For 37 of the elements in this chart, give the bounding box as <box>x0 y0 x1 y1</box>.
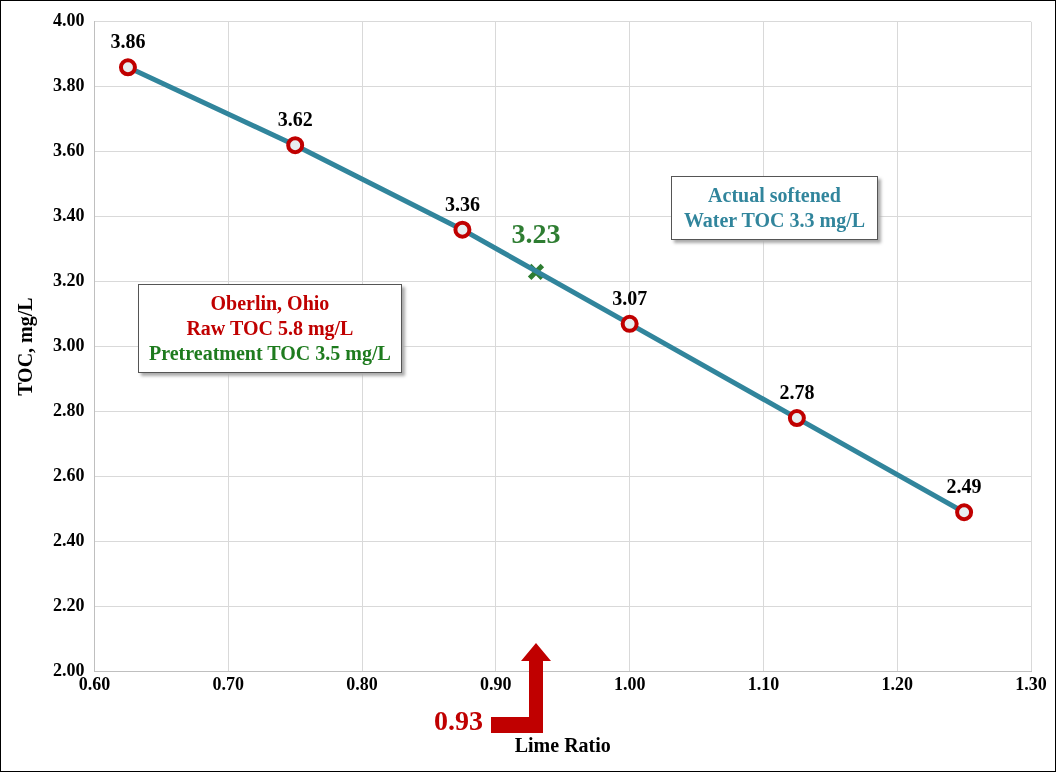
y-axis-title: TOC, mg/L <box>14 297 38 396</box>
x-axis-title: Lime Ratio <box>514 734 611 757</box>
y-tick-label: 3.80 <box>53 75 85 96</box>
x-tick-label: 1.30 <box>1015 673 1047 694</box>
point <box>453 220 472 239</box>
annotation: Pretreatment TOC 3.5 mg/L <box>149 341 391 366</box>
point <box>787 409 806 428</box>
y-tick-label: 3.40 <box>53 205 85 226</box>
y-tick-label: 2.80 <box>53 400 85 421</box>
text: 0.93 <box>433 705 483 738</box>
annotation: Raw TOC 5.8 mg/L <box>185 316 355 341</box>
annotation: Actual softened Water TOC 3.3 mg/L <box>682 183 867 233</box>
point <box>118 58 137 77</box>
x-tick-label: 1.00 <box>613 673 646 694</box>
data-label: 3.36 <box>444 192 480 215</box>
x-tick-label: 0.90 <box>480 673 512 694</box>
y-tick-label: 3.60 <box>53 140 85 161</box>
x-tick-label: 0.70 <box>212 673 245 694</box>
data-label: 3.62 <box>277 108 313 131</box>
point <box>955 503 974 522</box>
y-tick-label: 4.00 <box>53 10 85 31</box>
data-label: 2.78 <box>779 381 815 404</box>
point <box>620 314 639 333</box>
y-tick-label: 2.60 <box>53 465 85 486</box>
y-tick-label: 2.40 <box>53 530 85 551</box>
annotation: Oberlin, Ohio <box>209 291 331 316</box>
y-tick-label: 3.20 <box>53 270 85 291</box>
y-tick-label: 2.20 <box>53 595 85 616</box>
x-tick-label: 1.10 <box>747 673 780 694</box>
x-tick-label: 0.80 <box>346 673 378 694</box>
data-label: 3.23 <box>511 218 561 250</box>
data-label: 3.07 <box>612 287 648 310</box>
data-label: 2.49 <box>946 475 982 498</box>
x-tick-label: 1.20 <box>881 673 913 694</box>
y-tick-label: 3.00 <box>53 335 85 356</box>
point <box>286 136 305 155</box>
data-label: 3.86 <box>110 30 146 53</box>
